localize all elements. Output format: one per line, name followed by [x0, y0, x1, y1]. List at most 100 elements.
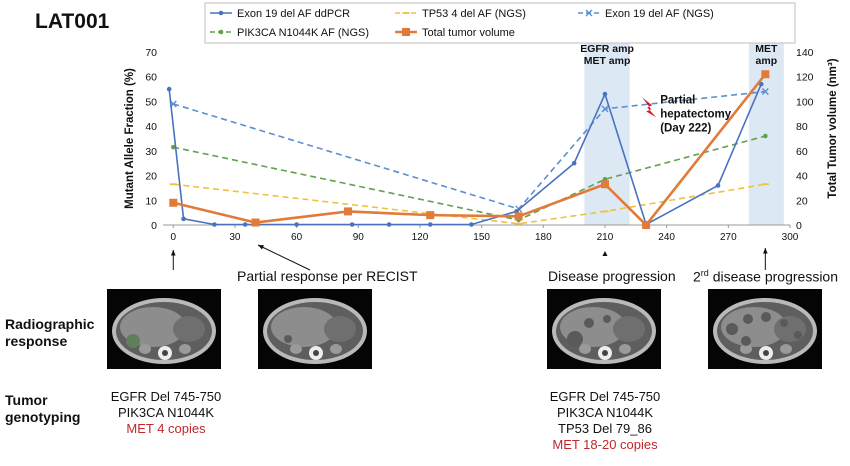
data-point [426, 211, 435, 220]
y-right-tick-label: 100 [796, 96, 814, 108]
data-point [602, 91, 608, 97]
data-point [761, 70, 770, 79]
x-tick-label: 180 [535, 232, 552, 243]
data-point [349, 222, 355, 227]
timeline-label-disease-progression: Disease progression [548, 268, 676, 284]
genotype-line: EGFR Del 745-750 [549, 389, 661, 404]
lesion [603, 315, 611, 323]
data-point [218, 29, 224, 35]
y-right-tick-label: 0 [796, 220, 802, 232]
ct-scan-baseline [107, 289, 221, 369]
legend: Exon 19 del AF ddPCR TP53 4 del AF (NGS) E… [204, 2, 796, 44]
spinal-canal [162, 350, 168, 356]
timeline-arrowhead [602, 251, 608, 256]
kidney [330, 344, 342, 354]
y-right-axis-label: Total Tumor volume (nm³) [827, 58, 839, 198]
kidney [619, 344, 631, 354]
x-tick-label: 270 [720, 232, 737, 243]
y-left-tick-label: 40 [145, 121, 157, 133]
legend-item: Exon 19 del AF (NGS) [578, 8, 714, 20]
ct-scan-partial-response [258, 289, 372, 369]
lightning-icon [642, 97, 657, 118]
stomach [774, 316, 806, 342]
genotype-line: TP53 Del 79_86 [558, 421, 652, 436]
timeline-arrowhead [762, 248, 768, 254]
kidney [290, 344, 302, 354]
data-point [763, 133, 768, 139]
ct-scan-drawing [552, 298, 656, 364]
shaded-region-label: MET amp [584, 55, 631, 67]
annotation-text: hepatectomy [660, 108, 732, 120]
genotype-line-met: MET 18-20 copies [552, 437, 658, 452]
spinal-canal [602, 350, 608, 356]
data-point [427, 222, 433, 227]
lesion [794, 331, 802, 339]
spinal-canal [313, 350, 319, 356]
series-exon-19-del-af-ngs- [169, 88, 769, 213]
x-tick-label: 60 [291, 232, 303, 243]
lesion [567, 331, 583, 347]
genotype-line: PIK3CA N1044K [117, 405, 215, 420]
genotype-progression: EGFR Del 745-750 PIK3CA N1044K TP53 Del … [540, 389, 670, 453]
timeline-arrowhead [170, 250, 176, 256]
genotype-baseline: EGFR Del 745-750 PIK3CA N1044K MET 4 cop… [104, 389, 228, 437]
ct-scan-second-progression [708, 289, 822, 369]
y-right-tick-label: 80 [796, 121, 808, 133]
ct-scan-drawing [112, 298, 216, 364]
x-tick-label: 30 [229, 232, 241, 243]
data-point [642, 221, 651, 229]
data-point [169, 198, 178, 207]
data-point [600, 180, 609, 189]
lesion [743, 314, 753, 324]
stomach [613, 316, 645, 342]
y-right-tick-label: 40 [796, 171, 808, 183]
data-point [715, 183, 721, 188]
second-progression-number: 2 [693, 268, 701, 285]
x-tick-label: 90 [353, 232, 365, 243]
lesion [126, 334, 140, 348]
row-label-radiographic: Radiographic response [5, 316, 95, 349]
data-point [212, 222, 217, 227]
row-label-genotyping: Tumor genotyping [5, 392, 81, 425]
kidney [579, 344, 591, 354]
legend-label: Exon 19 del AF ddPCR [237, 8, 350, 20]
y-left-tick-label: 0 [151, 220, 157, 232]
series-pik3ca-n1044k-af-ngs- [170, 133, 768, 223]
timeline-arrowhead [258, 245, 264, 250]
timeline-label-partial-response: Partial response per RECIST [237, 268, 418, 284]
legend-label: Total tumor volume [422, 27, 515, 39]
shaded-region-label: amp [756, 55, 778, 67]
kidney [780, 344, 792, 354]
shaded-region-label: MET [755, 43, 778, 55]
legend-label: TP53 4 del AF (NGS) [422, 8, 526, 20]
y-right-tick-label: 60 [796, 146, 808, 158]
data-point [294, 222, 299, 227]
x-tick-label: 150 [473, 232, 490, 243]
data-point [170, 144, 176, 150]
y-right-tick-label: 140 [796, 47, 814, 59]
genotype-line-met: MET 4 copies [126, 421, 206, 436]
kidney [139, 344, 151, 354]
legend-item: PIK3CA N1044K AF (NGS) [210, 27, 369, 39]
x-tick-label: 120 [412, 232, 429, 243]
x-tick-label: 0 [170, 232, 176, 243]
shaded-region-1 [748, 40, 784, 225]
figure-label: LAT001 [35, 10, 110, 33]
series-line [173, 183, 766, 225]
data-point [469, 222, 474, 227]
y-left-tick-label: 60 [145, 72, 157, 84]
legend-label: Exon 19 del AF (NGS) [605, 8, 714, 20]
data-point [571, 160, 577, 166]
data-point [251, 218, 260, 227]
data-point [402, 28, 410, 36]
data-point [344, 207, 353, 216]
lesion [284, 335, 292, 343]
y-left-tick-label: 10 [145, 195, 157, 207]
x-tick-label: 210 [597, 232, 614, 243]
stomach [324, 316, 356, 342]
kidney [179, 344, 191, 354]
y-left-tick-label: 30 [145, 146, 157, 158]
second-progression-text: disease progression [708, 268, 838, 285]
series-line [172, 73, 767, 227]
timeline-label-second-progression: 2rd disease progression [693, 268, 838, 285]
